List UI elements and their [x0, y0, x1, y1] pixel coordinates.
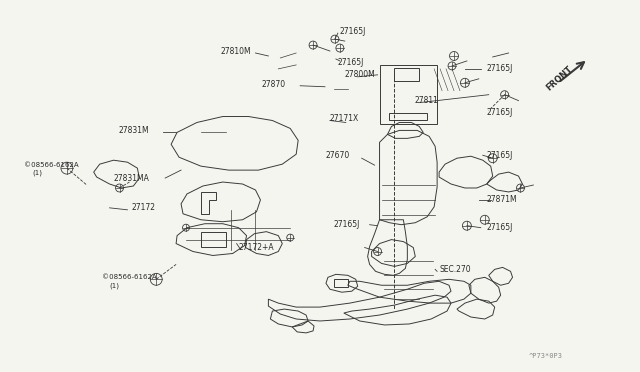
Text: (1): (1) [32, 170, 42, 176]
Text: FRONT: FRONT [544, 65, 574, 93]
Text: 27165J: 27165J [487, 151, 513, 160]
Text: SEC.270: SEC.270 [439, 265, 471, 274]
Text: ^P73*0P3: ^P73*0P3 [529, 353, 563, 359]
Text: 27831MA: 27831MA [113, 174, 149, 183]
Text: 27172+A: 27172+A [239, 243, 274, 252]
Text: 27165J: 27165J [487, 223, 513, 232]
Text: (1): (1) [109, 282, 120, 289]
Text: ©08566-6162A: ©08566-6162A [102, 274, 156, 280]
Text: 27165J: 27165J [338, 58, 364, 67]
Text: 27831M: 27831M [118, 126, 149, 135]
Text: 27810M: 27810M [221, 46, 252, 55]
Text: 27800M: 27800M [345, 70, 376, 79]
Text: 27670: 27670 [326, 151, 350, 160]
Text: 27870: 27870 [261, 80, 285, 89]
Text: 27172: 27172 [131, 203, 156, 212]
Text: 27165J: 27165J [340, 27, 366, 36]
Text: 27165J: 27165J [487, 64, 513, 73]
Text: 27171X: 27171X [330, 114, 359, 123]
Text: 27165J: 27165J [333, 220, 360, 229]
Text: 27871M: 27871M [487, 195, 517, 204]
Text: ©08566-6162A: ©08566-6162A [24, 162, 79, 168]
Text: 27811: 27811 [414, 96, 438, 105]
Text: 27165J: 27165J [487, 108, 513, 117]
